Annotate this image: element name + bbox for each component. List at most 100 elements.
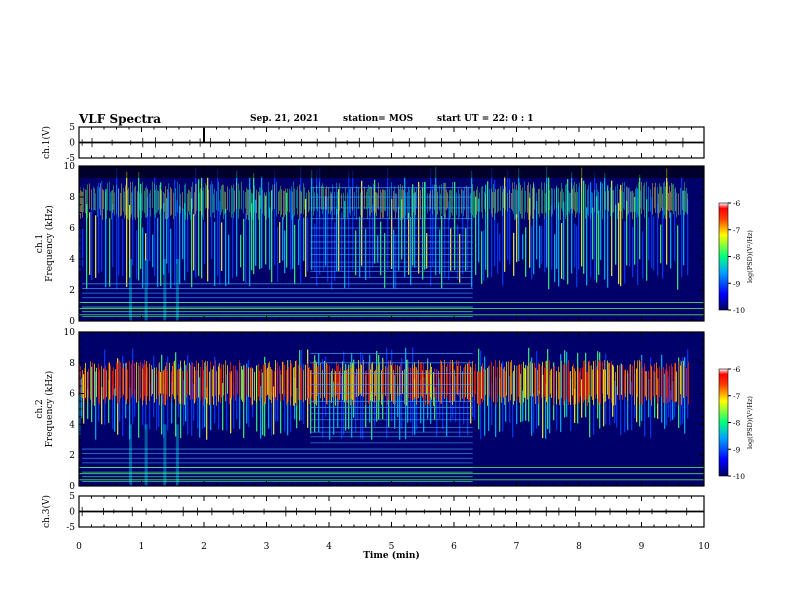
sferic-column	[185, 364, 187, 422]
sferic-column	[187, 211, 189, 273]
band-column	[440, 359, 441, 404]
band-column	[588, 361, 589, 403]
sferic-column	[160, 182, 162, 286]
band-column	[625, 369, 626, 398]
sferic-column	[426, 233, 428, 269]
band-column	[403, 190, 404, 218]
band-column	[207, 361, 208, 404]
sferic-column	[467, 187, 469, 270]
band-column	[433, 372, 434, 406]
band-column	[573, 185, 574, 210]
band-column	[587, 189, 588, 215]
sferic-column	[504, 176, 506, 272]
sferic-column	[394, 374, 396, 429]
band-column	[258, 364, 259, 397]
sferic-column	[268, 365, 270, 429]
sferic-column	[430, 168, 432, 286]
colorbar-tick-label: -6	[733, 365, 741, 374]
band-column	[516, 366, 517, 402]
band-column	[558, 188, 559, 220]
x-tick-label: 5	[389, 542, 395, 552]
band-column	[400, 183, 401, 221]
band-column	[125, 185, 126, 216]
band-column	[578, 367, 579, 402]
sferic-column	[556, 389, 558, 430]
band-column	[135, 185, 136, 220]
y-tick-label: 2	[69, 451, 75, 461]
sferic-column	[560, 354, 562, 433]
band-column	[252, 193, 253, 220]
band-column	[143, 364, 144, 401]
band-column	[220, 189, 221, 215]
band-column	[383, 359, 384, 400]
band-column	[305, 364, 306, 401]
sferic-column	[607, 185, 609, 288]
band-column	[613, 366, 614, 406]
band-column	[518, 364, 519, 397]
band-column	[427, 193, 428, 214]
band-column	[491, 188, 492, 214]
band-column	[326, 363, 327, 404]
band-column	[676, 192, 677, 218]
band-column	[475, 363, 476, 395]
sferic-column	[487, 181, 489, 278]
vertical-strip	[129, 424, 132, 486]
band-column	[127, 369, 128, 400]
band-column	[321, 185, 322, 210]
band-column	[515, 189, 516, 220]
band-column	[256, 189, 257, 213]
sferic-column	[310, 370, 312, 434]
band-column	[243, 190, 244, 214]
sferic-column	[95, 371, 97, 440]
sferic-column	[138, 365, 140, 438]
band-column	[202, 190, 203, 217]
sferic-column	[182, 208, 184, 260]
band-column	[192, 362, 193, 400]
band-column	[535, 367, 536, 404]
band-column	[109, 181, 110, 212]
band-column	[362, 190, 363, 218]
band-column	[221, 185, 222, 213]
band-column	[669, 185, 670, 219]
band-column	[547, 370, 548, 405]
y-tick-label: 4	[69, 420, 75, 430]
band-column	[653, 370, 654, 397]
sferic-column	[470, 367, 472, 424]
band-column	[295, 360, 296, 403]
top-strip	[79, 166, 704, 178]
band-column	[325, 188, 326, 209]
sferic-column	[334, 222, 336, 281]
sferic-column	[491, 382, 493, 426]
vertical-strip	[163, 259, 167, 321]
band-column	[99, 369, 100, 405]
band-column	[686, 187, 687, 214]
band-column	[231, 185, 232, 218]
sferic-column	[541, 225, 543, 264]
band-column	[466, 185, 467, 219]
band-column	[110, 192, 111, 212]
band-column	[238, 183, 239, 219]
sferic-column	[243, 218, 245, 282]
sferic-column	[284, 390, 286, 432]
band-column	[132, 360, 133, 395]
band-column	[336, 182, 337, 218]
band-column	[99, 187, 100, 209]
band-column	[82, 369, 83, 399]
band-column	[516, 184, 517, 218]
band-column	[198, 363, 199, 398]
band-column	[157, 190, 158, 213]
band-column	[344, 370, 345, 403]
band-column	[149, 193, 150, 208]
sferic-column	[299, 350, 301, 421]
band-column	[630, 363, 631, 395]
sferic-column	[305, 198, 307, 277]
sferic-column	[260, 386, 262, 439]
band-column	[377, 365, 378, 402]
band-column	[541, 182, 542, 213]
sferic-column	[101, 386, 103, 425]
sferic-column	[253, 173, 255, 275]
band-column	[166, 361, 167, 395]
band-column	[456, 360, 457, 394]
sferic-column	[558, 202, 560, 287]
sferic-column	[662, 207, 664, 279]
